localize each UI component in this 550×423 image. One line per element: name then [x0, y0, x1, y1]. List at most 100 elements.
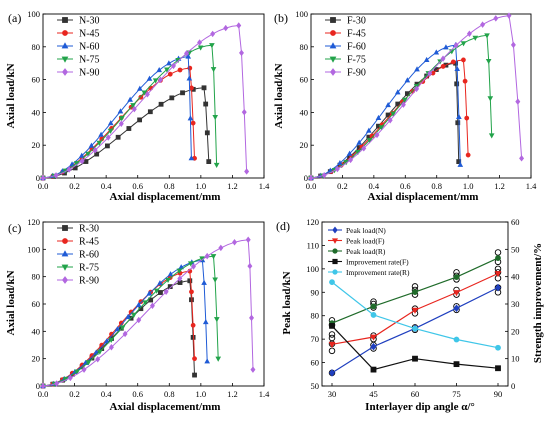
legend-marker: [61, 264, 69, 271]
y2-tick-label: 10: [511, 354, 520, 364]
series-line: [42, 259, 208, 387]
legend-marker: [62, 68, 68, 76]
panel-b: 0.0 0.2 0.4 0.6 0.8 1.0 1.2 1.4 0 20 40 60 80 100 (b) A…: [273, 9, 537, 203]
y-tick-label: 80: [300, 42, 309, 52]
data-point: [190, 120, 196, 126]
data-point: [167, 71, 173, 77]
data-point: [495, 365, 501, 372]
data-point: [480, 21, 486, 28]
data-point: [427, 70, 433, 77]
series-Peak load(F): [328, 271, 502, 349]
x-tick-label: 1.2: [494, 181, 505, 191]
series-F-30: [308, 60, 462, 181]
y2-tick-label: 0: [511, 381, 515, 391]
data-point: [81, 366, 87, 373]
data-point: [329, 279, 335, 286]
y-axis-label: Axial load/kN: [5, 63, 17, 128]
data-point: [92, 146, 98, 154]
data-point: [141, 90, 148, 96]
data-point: [186, 75, 193, 81]
specimen-point: [411, 283, 419, 290]
data-point: [67, 374, 73, 382]
data-point: [453, 336, 460, 343]
legend-label: Peak load(F): [346, 237, 385, 246]
data-point: [89, 353, 95, 358]
legend: N-30 N-45 N-60 N-75 N-90: [57, 16, 100, 79]
series-line: [310, 59, 469, 179]
data-point: [241, 108, 247, 116]
data-point: [395, 101, 401, 107]
data-point: [455, 120, 461, 126]
legend-label: R-30: [79, 224, 99, 235]
series-R-90: [40, 236, 256, 390]
series-N-45: [40, 65, 197, 181]
data-point: [250, 366, 256, 373]
x-tick-label: 60: [411, 389, 420, 399]
data-point: [78, 152, 85, 158]
series-line: [42, 255, 219, 387]
legend-label: N-60: [79, 42, 100, 53]
legend-label: F-30: [347, 16, 366, 27]
legend-marker: [61, 42, 69, 49]
data-point: [329, 369, 335, 377]
data-point: [118, 120, 124, 127]
data-point: [212, 114, 219, 121]
data-point: [378, 125, 385, 131]
data-point: [472, 35, 479, 41]
legend-label: R-45: [79, 237, 99, 248]
specimen-point: [494, 265, 502, 273]
data-point: [171, 62, 176, 70]
data-point: [125, 313, 131, 320]
data-point: [95, 356, 101, 363]
data-point: [329, 322, 335, 329]
series-N-30: [40, 85, 212, 181]
data-point: [414, 85, 420, 93]
x-tick-label: 0.4: [101, 181, 112, 191]
data-point: [484, 33, 490, 39]
data-point: [453, 42, 459, 49]
data-point: [212, 277, 218, 283]
y-tick-label: 70: [311, 334, 320, 344]
data-point: [127, 96, 133, 102]
legend-label: Peak load(N): [346, 226, 386, 235]
series-line: [310, 62, 460, 179]
x-tick-label: 0.0: [38, 181, 49, 191]
legend-marker: [330, 30, 336, 36]
data-point: [328, 341, 336, 349]
data-point: [215, 356, 222, 362]
data-point: [402, 97, 408, 103]
series-Peak load(R): [329, 255, 501, 327]
data-point: [126, 126, 132, 131]
data-point: [180, 90, 185, 96]
x-tick-label: 0.4: [101, 389, 112, 399]
legend-label: F-60: [347, 42, 366, 53]
data-point: [454, 65, 461, 72]
data-point: [337, 160, 343, 166]
legend-label: N-90: [79, 68, 100, 79]
data-point: [457, 161, 464, 167]
data-point: [244, 168, 250, 175]
data-point: [495, 344, 501, 351]
legend-marker: [331, 238, 339, 244]
y-tick-label: 100: [295, 9, 308, 19]
series-R-75: [40, 254, 222, 390]
data-point: [40, 174, 46, 182]
data-point: [466, 30, 472, 37]
data-point: [433, 49, 440, 55]
legend-label: F-90: [347, 68, 366, 79]
data-point: [348, 156, 354, 164]
series-Improvement rate(R): [329, 279, 501, 351]
legend-marker: [62, 225, 68, 231]
data-point: [66, 166, 72, 173]
data-point: [197, 45, 204, 51]
series-line: [42, 24, 248, 179]
y-tick-label: 0: [36, 173, 40, 183]
data-point: [203, 101, 209, 107]
y-tick-label: 0: [36, 381, 40, 391]
data-point: [236, 22, 242, 29]
data-point: [169, 95, 175, 101]
x-tick-label: 0.2: [69, 181, 80, 191]
x-axis-label: Axial displacement/mm: [110, 401, 221, 413]
data-point: [96, 140, 103, 146]
data-point: [40, 382, 46, 390]
